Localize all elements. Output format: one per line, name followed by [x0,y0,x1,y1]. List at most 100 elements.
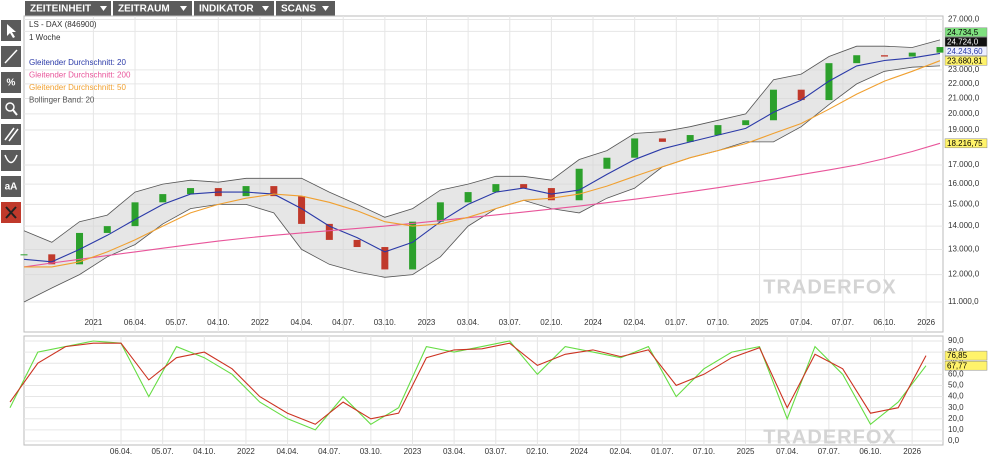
candle [325,223,333,240]
tool-button[interactable] [1,98,21,119]
candle [603,157,611,169]
x-tick-label: 2021 [84,318,102,327]
watermark: TRADERFOX [763,426,896,448]
y-tick-label: 23.000,0 [948,65,980,74]
candle [103,226,111,233]
series-line [9,342,927,425]
y-tick-label: 40,0 [948,392,964,401]
series-line [24,60,941,268]
dropdown-arrow [180,6,187,11]
y-tick-label: 27.000,0 [948,15,980,24]
candle [908,52,916,57]
candle [714,125,722,136]
tool-button[interactable] [1,150,21,171]
band-fill [24,39,940,303]
tool-bar: % aA [1,20,21,223]
menu-button[interactable] [113,1,192,16]
last-value-box [944,55,988,66]
y-tick-label: 15.000,0 [948,200,980,209]
last-value-label: 18.216,75 [947,139,983,148]
y-tick-label: 90,0 [948,336,964,345]
candle [936,47,944,53]
candle [464,192,472,203]
x-tick-label: 2023 [418,318,436,327]
menu-label: ZEITEINHEIT [30,4,91,15]
y-tick-label: 60,0 [948,369,964,378]
x-tick-label: 01.07. [665,318,687,327]
plot-area [23,335,944,446]
tool-button[interactable] [1,176,21,197]
menu-button[interactable] [194,1,274,16]
y-tick-label: 0,0 [948,436,960,445]
dropdown-arrow [322,6,329,11]
candle [686,135,694,142]
plots: 27.000,026.000,023.000,022.000,021.000,0… [9,15,988,456]
y-tick-label: 20.000,0 [948,109,980,118]
x-tick-label: 03.10. [360,447,382,456]
last-value-label: 24.724,0 [947,37,979,46]
last-value-label: 23.680,81 [947,56,983,65]
x-tick-label: 07.04. [776,447,798,456]
tool-label: % [7,78,16,89]
x-tick-label: 04.10. [193,447,215,456]
candle [492,184,500,193]
watermark: TRADERFOX [763,276,896,298]
y-tick-label: 22.000,0 [948,79,980,88]
tool-button[interactable] [1,124,21,145]
candle [520,184,528,189]
x-tick-label: 03.04. [457,318,479,327]
x-tick-label: 07.10. [707,318,729,327]
cursor-icon [7,24,16,38]
last-value-box [944,36,988,47]
dropdown-arrow [100,6,107,11]
y-tick-label: 10,0 [948,425,964,434]
last-value-label: 76,85 [947,351,968,360]
band-lower [23,65,941,303]
last-value-label: 24.734,5 [947,28,979,37]
y-tick-label: 19.000,0 [948,125,980,134]
x-tick-label: 02.10. [540,318,562,327]
chart-subtitle: 1 Woche [29,33,61,42]
x-tick-label: 04.10. [207,318,229,327]
menu-button[interactable] [25,1,111,16]
menu-button[interactable] [276,1,335,16]
y-tick-label: 13.000,0 [948,245,980,254]
tool-button[interactable] [1,72,21,93]
series-line [23,142,941,268]
zoom-icon [12,109,18,116]
last-value-label: 24.243,60 [947,47,983,56]
candle [131,202,139,227]
menu-bar: ZEITEINHEIT ZEITRAUM INDIKATOR SCANS [25,1,335,16]
last-value-box [944,350,988,361]
series-line [23,52,941,263]
candle [631,138,639,158]
candle [187,188,195,195]
x-tick-label: 2026 [917,318,935,327]
x-tick-label: 02.10. [526,447,548,456]
x-tick-label: 04.04. [290,318,312,327]
y-tick-label: 17.000,0 [948,160,980,169]
x-tick-label: 02.04. [610,447,632,456]
x-tick-label: 04.07. [332,318,354,327]
candle [409,221,417,270]
candle [742,120,750,126]
x-tick-label: 03.07. [485,447,507,456]
candle [353,239,361,248]
candle [20,254,28,256]
candle [436,202,444,222]
candle [298,196,306,224]
channel-icon [4,127,19,142]
delete-icon [5,206,17,219]
y-tick-label: 21.000,0 [948,94,980,103]
x-tick-label: 2026 [903,447,921,456]
last-value-box [944,27,988,37]
legend-entry: Gleitender Durchschnitt: 20 [29,58,126,67]
curve-icon [4,154,18,164]
candle [48,254,56,265]
x-tick-label: 2024 [584,318,602,327]
last-value-box [944,138,988,149]
x-tick-label: 06.04. [124,318,146,327]
candle [76,232,84,265]
